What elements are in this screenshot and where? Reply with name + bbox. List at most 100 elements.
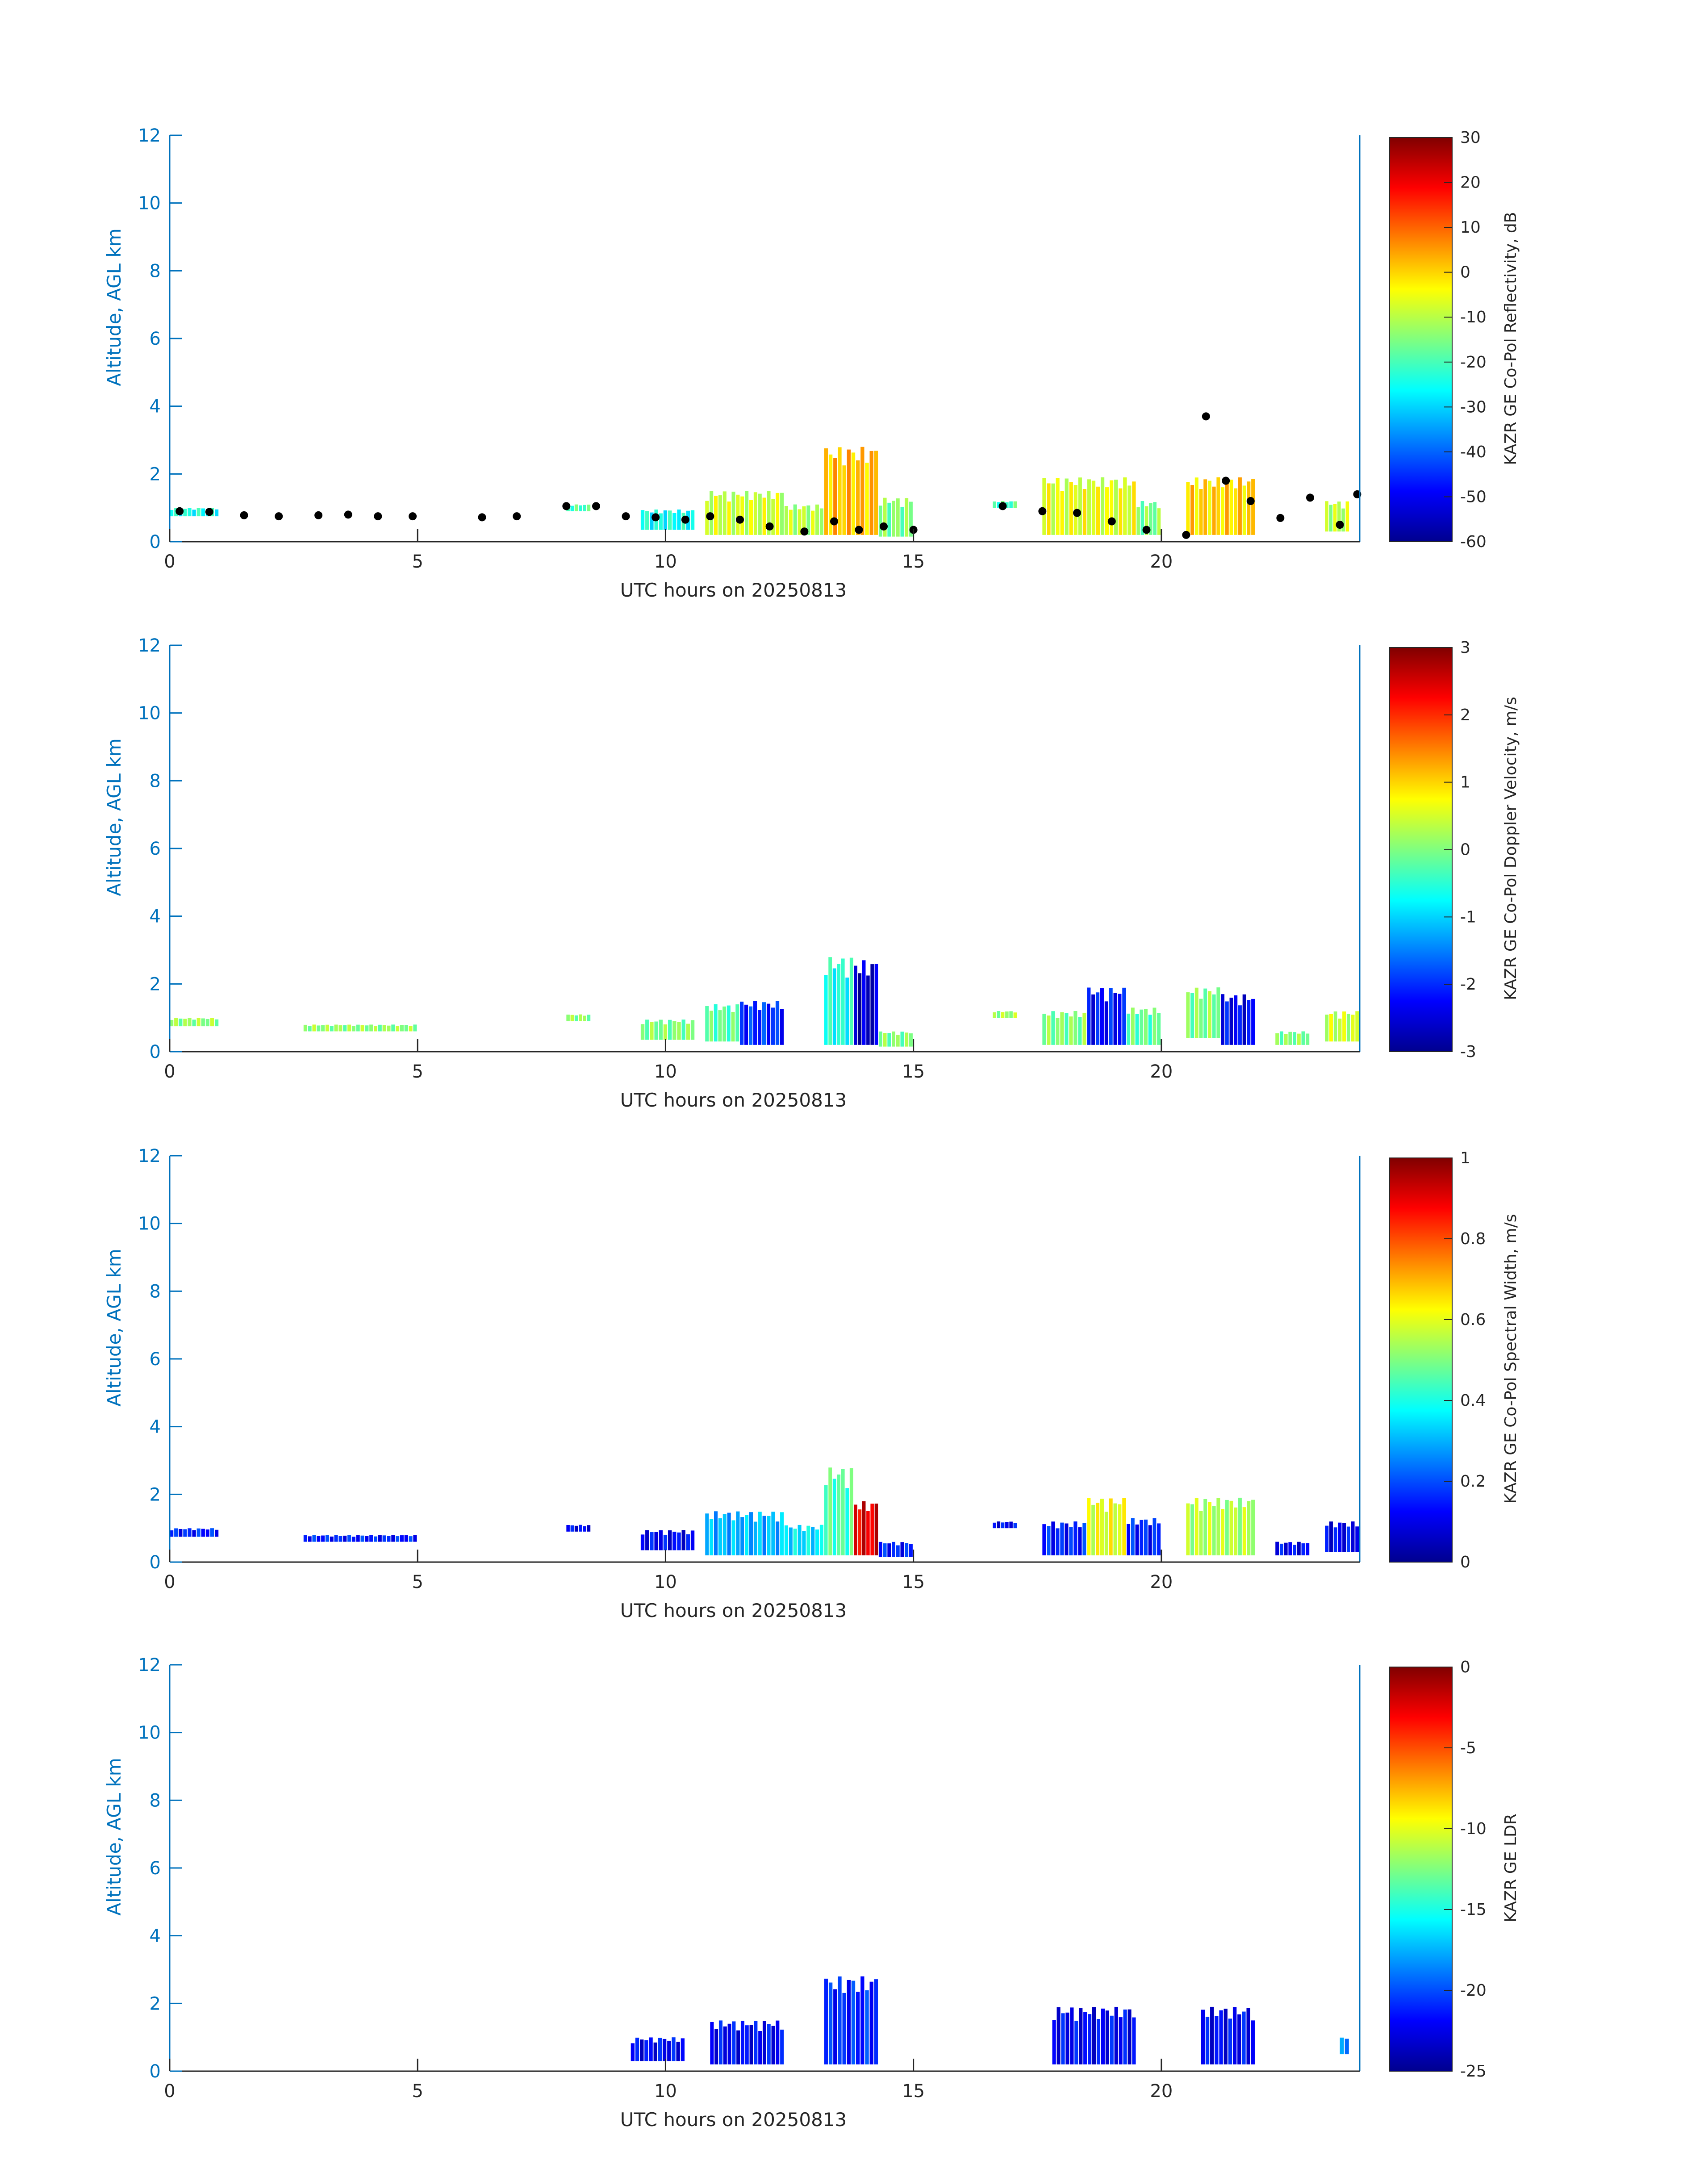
echo-cell	[1333, 1011, 1337, 1042]
echo-cell	[883, 497, 887, 537]
echo-cell	[1087, 479, 1091, 535]
echo-cell	[360, 1025, 364, 1032]
x-tick-label: 5	[412, 2081, 423, 2102]
echo-cell	[723, 2026, 727, 2064]
colorbar-label: KAZR GE Co-Pol Spectral Width, m/s	[1502, 1214, 1520, 1504]
echo-cell	[1237, 2014, 1241, 2064]
cloud-base-point	[374, 512, 382, 521]
echo-cell	[762, 2021, 766, 2064]
echo-cell	[766, 1003, 771, 1045]
echo-cell	[1205, 2017, 1210, 2064]
echo-cell	[566, 1525, 570, 1532]
cloud-base-point	[409, 512, 417, 521]
echo-cell	[819, 1525, 823, 1555]
echo-cell	[400, 1535, 404, 1542]
echo-cell	[714, 496, 718, 535]
echo-cell	[409, 1026, 413, 1032]
echo-cell	[351, 1026, 355, 1032]
echo-cell	[718, 495, 722, 535]
cloud-base-point	[800, 527, 809, 536]
echo-cell	[762, 497, 766, 535]
echo-cell	[1325, 501, 1328, 532]
echo-cell	[387, 1536, 391, 1542]
echo-cell	[188, 508, 192, 517]
echo-cell	[192, 510, 196, 517]
echo-cell	[662, 2039, 667, 2061]
cloud-base-point	[314, 511, 323, 519]
echo-cell	[649, 2037, 653, 2061]
echo-cell	[1101, 2008, 1105, 2064]
echo-cell	[1131, 1518, 1135, 1555]
echo-cell	[1337, 501, 1341, 532]
y-tick-label: 4	[150, 397, 161, 417]
panel-4: 0 2 4 6 8 10 12 0 5 10 15 20 UTC hours on 20250813 Al…	[103, 1655, 1520, 2131]
echo-cell	[1082, 1523, 1086, 1555]
echo-cell	[404, 1025, 408, 1032]
echo-cell	[1051, 1521, 1055, 1555]
echo-cell	[1061, 2013, 1065, 2064]
echo-cell	[1123, 2009, 1127, 2064]
echo-cell	[1251, 479, 1255, 535]
echo-cell	[739, 1001, 744, 1045]
echo-field	[170, 447, 1349, 537]
echo-cell	[824, 1485, 828, 1555]
echo-cell	[709, 1011, 713, 1042]
colorbar-tick-label: -2	[1460, 975, 1476, 994]
echo-cell	[1073, 1521, 1077, 1555]
echo-cell	[1105, 487, 1109, 535]
echo-cell	[1355, 1011, 1359, 1042]
echo-cell	[369, 1535, 373, 1542]
echo-cell	[317, 1536, 321, 1542]
echo-cell	[892, 501, 896, 537]
echo-cell	[828, 454, 833, 535]
echo-cell	[900, 1542, 904, 1557]
echo-cell	[1229, 998, 1233, 1045]
echo-cell	[1338, 1018, 1342, 1042]
echo-cell	[343, 1535, 347, 1542]
echo-cell	[1190, 993, 1194, 1038]
echo-cell	[1119, 488, 1123, 535]
echo-cell	[874, 1503, 878, 1555]
colorbar-label: KAZR GE Co-Pol Reflectivity, dB	[1502, 212, 1520, 465]
echo-cell	[1079, 2008, 1083, 2064]
echo-cell	[776, 493, 780, 535]
echo-cell	[1157, 508, 1161, 535]
echo-cell	[758, 1512, 762, 1555]
echo-cell	[909, 501, 913, 537]
echo-cell	[356, 1024, 360, 1032]
colorbar-gradient	[1389, 1667, 1453, 2072]
echo-cell	[776, 2020, 780, 2064]
echo-field	[170, 957, 1359, 1047]
echo-cell	[1047, 1015, 1051, 1045]
echo-cell	[210, 1018, 214, 1027]
echo-cell	[874, 964, 878, 1045]
echo-cell	[1100, 1499, 1104, 1555]
echo-cell	[736, 2030, 740, 2064]
echo-cell	[749, 2025, 753, 2064]
echo-cell	[1131, 1007, 1135, 1045]
echo-cell	[1078, 477, 1082, 535]
echo-cell	[650, 1022, 654, 1040]
echo-cell	[1207, 991, 1211, 1038]
x-tick-label: 0	[164, 2081, 175, 2102]
echo-cell	[188, 1018, 192, 1027]
echo-cell	[767, 491, 771, 535]
echo-cell	[378, 1024, 382, 1032]
echo-cell	[1288, 1542, 1292, 1555]
cloud-base-point	[1073, 509, 1082, 517]
echo-cell	[718, 2020, 722, 2064]
echo-cell	[1284, 1034, 1288, 1045]
echo-cell	[856, 1992, 860, 2064]
echo-cell	[1238, 1497, 1242, 1555]
echo-cell	[192, 1530, 196, 1537]
echo-cell	[833, 1989, 837, 2064]
echo-cell	[303, 1535, 307, 1542]
echo-cell	[1203, 988, 1207, 1038]
cloud-base-point	[855, 526, 863, 534]
cloud-base-point	[735, 515, 744, 524]
echo-cell	[650, 1532, 654, 1550]
echo-cell	[1096, 486, 1100, 535]
echo-cell	[1225, 1500, 1229, 1555]
echo-cell	[731, 1520, 735, 1555]
